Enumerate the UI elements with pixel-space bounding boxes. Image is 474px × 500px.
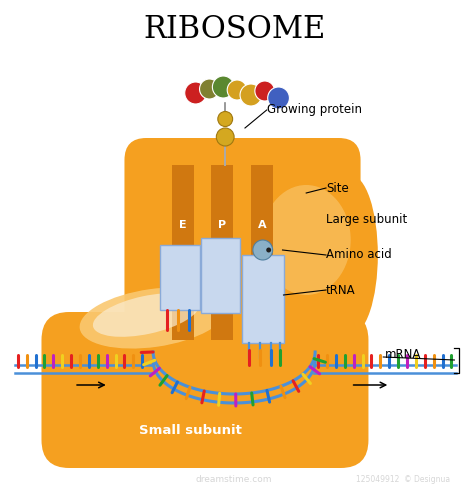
Bar — [251, 165, 273, 340]
Ellipse shape — [93, 293, 200, 337]
Ellipse shape — [266, 248, 271, 252]
Text: Growing protein: Growing protein — [267, 104, 362, 117]
Ellipse shape — [216, 128, 234, 146]
Text: Small subunit: Small subunit — [139, 424, 242, 436]
Bar — [201, 238, 240, 313]
Bar — [172, 165, 193, 340]
Ellipse shape — [227, 80, 247, 100]
FancyBboxPatch shape — [42, 312, 368, 468]
Text: RIBOSOME: RIBOSOME — [143, 14, 325, 46]
Ellipse shape — [262, 185, 351, 295]
Bar — [160, 245, 200, 310]
Text: E: E — [179, 220, 187, 230]
Ellipse shape — [133, 275, 173, 345]
Ellipse shape — [324, 175, 378, 335]
Ellipse shape — [268, 87, 290, 109]
Ellipse shape — [253, 240, 273, 260]
Text: tRNA: tRNA — [326, 284, 356, 296]
Ellipse shape — [218, 112, 233, 126]
Text: 125049912  © Designua: 125049912 © Designua — [356, 476, 450, 484]
Ellipse shape — [185, 82, 207, 104]
Ellipse shape — [99, 385, 316, 455]
Text: mRNA: mRNA — [385, 348, 422, 362]
Ellipse shape — [255, 81, 274, 101]
Ellipse shape — [80, 288, 227, 348]
Ellipse shape — [200, 79, 219, 99]
Text: A: A — [257, 220, 266, 230]
Ellipse shape — [69, 340, 168, 400]
Bar — [211, 165, 233, 340]
Ellipse shape — [240, 84, 262, 106]
Text: Amino acid: Amino acid — [326, 248, 392, 262]
Text: dreamstime.com: dreamstime.com — [196, 476, 273, 484]
Text: Large subunit: Large subunit — [326, 214, 407, 226]
Ellipse shape — [212, 76, 234, 98]
Bar — [242, 255, 283, 343]
Text: P: P — [218, 220, 226, 230]
FancyBboxPatch shape — [125, 138, 361, 367]
Text: Site: Site — [326, 182, 349, 194]
